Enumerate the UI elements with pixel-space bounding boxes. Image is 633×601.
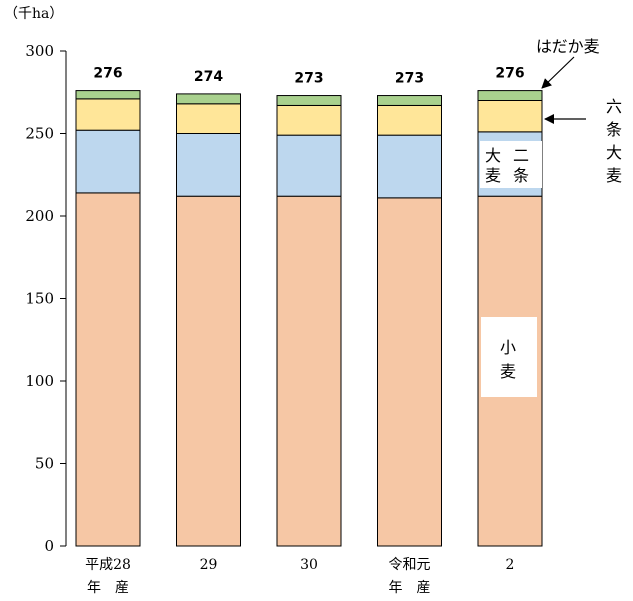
bar-segment-nijo-omugi <box>377 134 442 199</box>
label-rokujo-char-1: 六 <box>606 97 622 116</box>
bar-segment-rokujo-omugi <box>477 100 543 133</box>
x-category-label: 年 産 <box>389 580 431 596</box>
bar-segment-rokujo-omugi <box>377 104 442 136</box>
bar-totals: 276 274 273 273 276 <box>93 66 524 87</box>
bar-segment-hadakamugi <box>377 95 442 106</box>
x-category-label: 令和元 <box>389 557 431 573</box>
x-category-label: 30 <box>300 557 318 573</box>
y-tick-label: 0 <box>44 537 54 555</box>
y-tick-label: 300 <box>25 42 54 60</box>
label-nijo-box <box>480 141 542 188</box>
bar-segment-hadakamugi <box>477 90 543 101</box>
y-tick-label: 100 <box>25 372 54 390</box>
y-axis-unit-label: （千ha） <box>4 6 63 22</box>
label-rokujo-char-3: 大 <box>606 143 622 162</box>
bar-segment-rokujo-omugi <box>276 104 342 136</box>
bar-total-label: 273 <box>395 71 424 87</box>
label-nijo-char-1: 大 <box>485 146 501 165</box>
x-category-label: 2 <box>506 557 515 573</box>
bar-total-label: 273 <box>294 71 323 87</box>
bar-segment-komugi <box>75 192 141 547</box>
y-axis: 0 50 100 150 200 250 300 <box>25 42 67 555</box>
bar-segment-nijo-omugi <box>75 129 141 194</box>
y-tick-label: 200 <box>25 207 54 225</box>
label-nijo-char-2: 二 <box>513 146 529 165</box>
label-nijo-char-3: 麦 <box>485 166 501 185</box>
y-tick-label: 150 <box>25 290 54 308</box>
bar-segment-hadakamugi <box>75 90 141 100</box>
bar-segment-komugi <box>377 197 442 547</box>
label-komugi-char-1: 小 <box>500 338 516 357</box>
bar-segment-rokujo-omugi <box>176 103 241 135</box>
label-hadakamugi: はだか麦 <box>536 37 600 56</box>
y-tick-label: 50 <box>35 455 54 473</box>
bar-total-label: 276 <box>495 66 524 82</box>
bar-area <box>75 90 543 547</box>
bar-segment-komugi <box>176 195 241 547</box>
bar-segment-nijo-omugi <box>176 133 241 197</box>
x-category-label: 年 産 <box>87 580 129 596</box>
label-rokujo-char-4: 麦 <box>606 166 622 185</box>
label-rokujo-char-2: 条 <box>606 120 622 139</box>
bar-segment-rokujo-omugi <box>75 98 141 131</box>
x-category-label: 29 <box>200 557 218 573</box>
label-komugi-box <box>481 317 537 397</box>
bar-segment-hadakamugi <box>176 93 241 105</box>
label-nijo-char-4: 条 <box>513 166 529 185</box>
arrow-hadakamugi <box>541 56 575 89</box>
label-komugi-char-2: 麦 <box>500 362 516 381</box>
bar-segment-komugi <box>276 195 342 547</box>
y-tick-label: 250 <box>25 125 54 143</box>
bar-total-label: 276 <box>93 66 122 82</box>
x-category-label: 平成28 <box>85 557 131 573</box>
bar-segment-nijo-omugi <box>276 134 342 197</box>
bar-segment-hadakamugi <box>276 95 342 106</box>
bar-total-label: 274 <box>194 69 223 85</box>
